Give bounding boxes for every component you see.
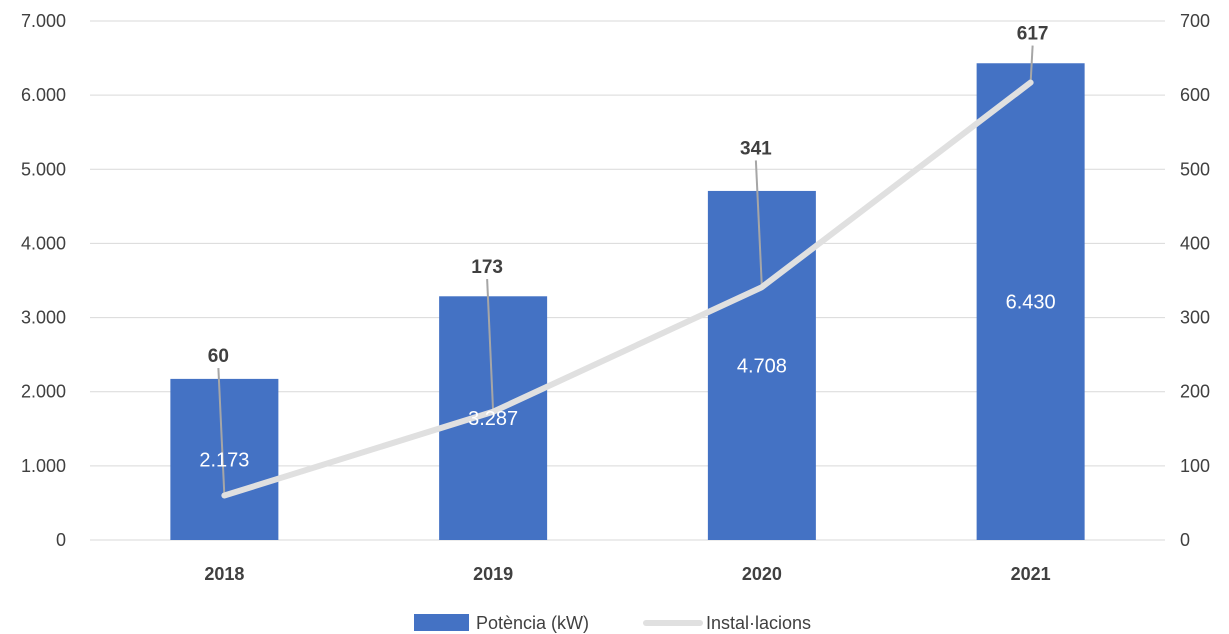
legend-swatch-bar [414, 614, 469, 631]
line-value-label: 617 [1017, 24, 1049, 45]
left-tick-label: 1.000 [21, 456, 66, 476]
bar [170, 378, 279, 540]
line-value-label: 173 [471, 257, 503, 278]
left-tick-label: 5.000 [21, 159, 66, 179]
leader-line [754, 160, 763, 288]
bar [707, 190, 816, 540]
left-tick-label: 3.000 [21, 308, 66, 328]
right-tick-label: 400 [1180, 233, 1210, 253]
leader-line [217, 368, 226, 496]
bar-value-label: 6.430 [1006, 292, 1056, 314]
legend: Potència (kW) Instal·lacions [414, 613, 811, 633]
bar-value-label: 2.173 [199, 449, 249, 471]
right-tick-label: 700 [1180, 11, 1210, 31]
legend-label-line: Instal·lacions [706, 613, 811, 633]
category-label: 2019 [473, 564, 513, 584]
left-axis: 0 1.000 2.000 3.000 4.000 5.000 6.000 7.000 [21, 11, 66, 550]
left-tick-label: 7.000 [21, 11, 66, 31]
left-tick-label: 4.000 [21, 233, 66, 253]
leader-line [486, 279, 495, 412]
right-tick-label: 500 [1180, 159, 1210, 179]
right-tick-label: 0 [1180, 530, 1190, 550]
bar [976, 63, 1085, 541]
right-tick-label: 100 [1180, 456, 1210, 476]
line-value-label: 60 [208, 346, 229, 367]
category-label: 2020 [742, 564, 782, 584]
bar-value-label: 3.287 [468, 408, 518, 430]
left-tick-label: 6.000 [21, 85, 66, 105]
line-series [221, 79, 1034, 499]
right-tick-label: 200 [1180, 382, 1210, 402]
category-axis: 2018 2019 2020 2021 [204, 564, 1050, 584]
bar-data-labels: 2.173 3.287 4.708 6.430 [199, 292, 1055, 472]
right-tick-label: 300 [1180, 308, 1210, 328]
series-line [221, 79, 1034, 499]
left-tick-label: 0 [56, 530, 66, 550]
bar [439, 296, 548, 540]
leader-line [1029, 45, 1034, 83]
line-data-labels: 60 173 341 617 [208, 24, 1049, 368]
bar-value-label: 4.708 [737, 355, 787, 377]
bar-series [170, 63, 1085, 541]
label-leader-lines [217, 45, 1034, 496]
right-axis: 0 100 200 300 400 500 600 700 [1180, 11, 1210, 550]
line-value-label: 341 [740, 138, 772, 159]
category-label: 2021 [1011, 564, 1051, 584]
legend-label-bar: Potència (kW) [476, 613, 589, 633]
category-label: 2018 [204, 564, 244, 584]
right-tick-label: 600 [1180, 85, 1210, 105]
left-tick-label: 2.000 [21, 382, 66, 402]
